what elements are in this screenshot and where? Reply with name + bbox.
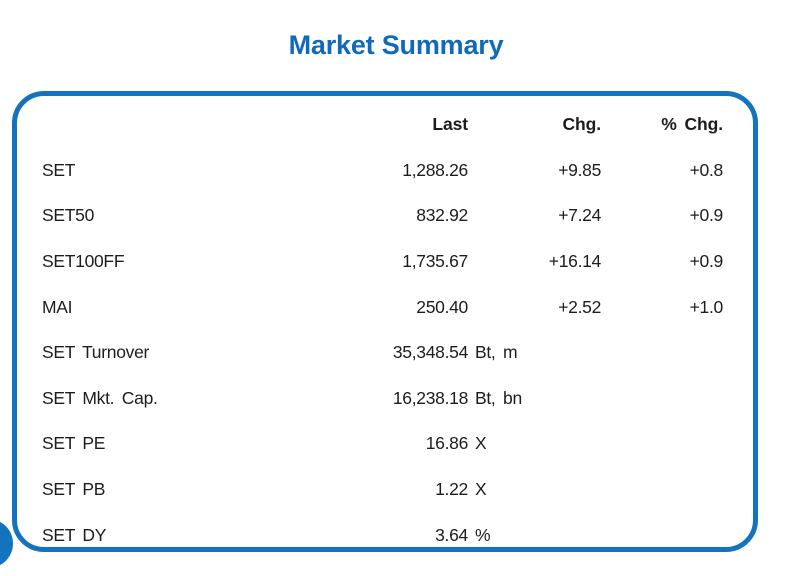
row-label: SET PE xyxy=(42,433,106,454)
summary-card: Last Chg. % Chg. SET 1,288.26 +9.85 +0.8… xyxy=(12,91,758,552)
row-label: SET50 xyxy=(42,205,94,226)
row-label: SET100FF xyxy=(42,251,125,272)
row-unit: X xyxy=(475,433,487,454)
table-row: MAI 250.40 +2.52 +1.0 xyxy=(17,284,753,330)
row-pct-chg-value: +0.9 xyxy=(689,205,724,226)
row-label: MAI xyxy=(42,296,73,317)
row-unit: Bt, m xyxy=(475,342,518,363)
row-unit: Bt, bn xyxy=(475,387,522,408)
row-label: SET xyxy=(42,159,76,180)
row-chg-value: +16.14 xyxy=(548,251,602,272)
row-last-value: 3.64 xyxy=(435,524,468,545)
table-row: SET50 832.92 +7.24 +0.9 xyxy=(17,193,753,239)
table-body: SET 1,288.26 +9.85 +0.8 SET50 832.92 +7.… xyxy=(17,148,753,547)
header-chg: Chg. xyxy=(562,114,602,135)
header-pct-chg: % Chg. xyxy=(661,114,723,135)
row-pct-chg-value: +1.0 xyxy=(689,296,724,317)
row-label: SET DY xyxy=(42,524,107,545)
row-last-value: 16,238.18 xyxy=(392,387,468,408)
row-chg-value: +7.24 xyxy=(558,205,601,226)
table-row: SET PB 1.22 X xyxy=(17,467,753,513)
row-last-value: 16.86 xyxy=(425,433,469,454)
table-row: SET PE 16.86 X xyxy=(17,421,753,467)
row-unit: % xyxy=(475,524,491,545)
table-row: SET DY 3.64 % xyxy=(17,512,753,547)
row-label: SET Turnover xyxy=(42,342,150,363)
row-pct-chg-value: +0.8 xyxy=(689,159,724,180)
row-last-value: 35,348.54 xyxy=(392,342,468,363)
row-unit: X xyxy=(475,479,487,500)
row-label: SET PB xyxy=(42,479,106,500)
row-pct-chg-value: +0.9 xyxy=(689,251,724,272)
row-last-value: 1,288.26 xyxy=(402,159,468,180)
row-last-value: 1.22 xyxy=(435,479,468,500)
row-last-value: 1,735.67 xyxy=(402,251,468,272)
table-row: SET Turnover 35,348.54 Bt, m xyxy=(17,330,753,376)
row-chg-value: +9.85 xyxy=(558,159,601,180)
table-row: SET Mkt. Cap. 16,238.18 Bt, bn xyxy=(17,376,753,422)
row-last-value: 832.92 xyxy=(416,205,468,226)
corner-dot xyxy=(0,519,13,568)
page-title: Market Summary xyxy=(288,30,504,60)
table-row: SET 1,288.26 +9.85 +0.8 xyxy=(17,148,753,194)
header-last: Last xyxy=(432,114,468,135)
row-last-value: 250.40 xyxy=(416,296,468,317)
table-header-row: Last Chg. % Chg. xyxy=(17,102,753,148)
row-chg-value: +2.52 xyxy=(558,296,601,317)
table-row: SET100FF 1,735.67 +16.14 +0.9 xyxy=(17,239,753,285)
row-label: SET Mkt. Cap. xyxy=(42,387,158,408)
